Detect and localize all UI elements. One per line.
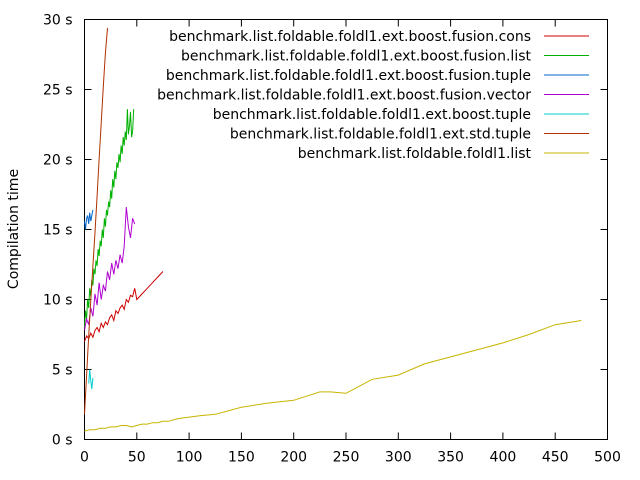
x-tick-label: 200 — [280, 450, 307, 466]
x-tick-label: 450 — [542, 450, 569, 466]
y-tick-label: 25 s — [43, 83, 73, 99]
series-line-4 — [88, 369, 94, 390]
y-tick-label: 15 s — [43, 223, 73, 239]
series-line-6 — [84, 320, 582, 432]
axis-ticks: 0 50 100 150 200 250 300 350 400 450 500 0 s 5 s 10 s… — [43, 13, 621, 466]
series-line-3 — [84, 207, 136, 331]
y-tick-label: 5 s — [52, 363, 73, 379]
y-tick-label: 30 s — [43, 13, 73, 29]
x-tick-label: 50 — [128, 450, 146, 466]
x-tick-label: 350 — [437, 450, 464, 466]
legend-label: benchmark.list.foldable.foldl1.list — [298, 146, 532, 162]
legend-label: benchmark.list.foldable.foldl1.ext.boost… — [166, 68, 531, 84]
x-tick-label: 500 — [594, 450, 621, 466]
y-axis-label: Compilation time — [6, 169, 22, 289]
y-tick-label: 10 s — [43, 293, 73, 309]
legend: benchmark.list.foldable.foldl1.ext.boost… — [157, 29, 589, 162]
x-tick-label: 100 — [176, 450, 203, 466]
legend-label: benchmark.list.foldable.foldl1.ext.boost… — [157, 88, 531, 104]
legend-label: benchmark.list.foldable.foldl1.ext.boost… — [181, 49, 531, 65]
x-tick-label: 150 — [228, 450, 255, 466]
y-tick-label: 0 s — [52, 433, 73, 449]
series-line-1 — [84, 109, 135, 328]
legend-label: benchmark.list.foldable.foldl1.ext.boost… — [213, 107, 531, 123]
legend-label: benchmark.list.foldable.foldl1.ext.std.t… — [230, 127, 531, 143]
x-tick-label: 300 — [385, 450, 412, 466]
y-tick-label: 20 s — [43, 153, 73, 169]
series-line-5 — [84, 27, 108, 415]
series-line-0 — [84, 271, 164, 342]
series-lines — [84, 27, 582, 432]
x-tick-label: 400 — [490, 450, 517, 466]
legend-label: benchmark.list.foldable.foldl1.ext.boost… — [169, 29, 531, 45]
x-tick-label: 0 — [80, 450, 89, 466]
x-tick-label: 250 — [333, 450, 360, 466]
series-line-2 — [84, 209, 94, 230]
